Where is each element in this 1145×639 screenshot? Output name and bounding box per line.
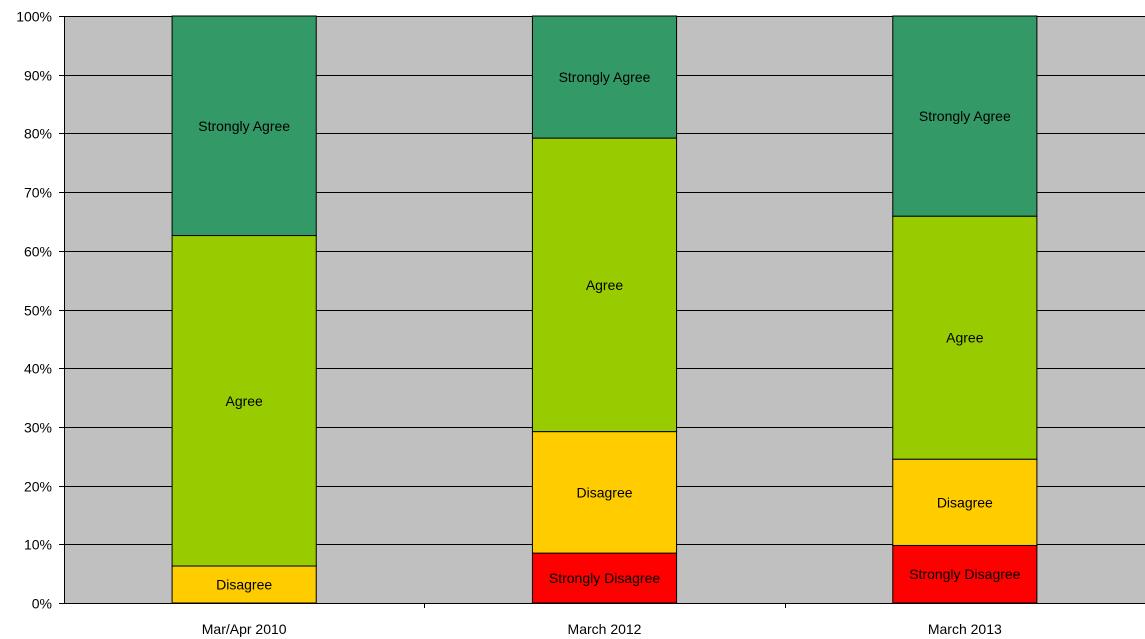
y-tick-label: 30%: [24, 420, 52, 436]
segment-label: Disagree: [216, 577, 272, 593]
bar-segment: [892, 458, 1038, 546]
x-tick-label: Mar/Apr 2010: [202, 621, 287, 637]
x-tick-label: March 2012: [568, 621, 642, 637]
segment-label: Disagree: [576, 484, 632, 500]
bar-segment: [892, 215, 1038, 460]
bar-segment: [531, 552, 678, 604]
bar-segment: [531, 15, 678, 139]
bars: Disagree Agree Strongly Agree Strongly Disa…: [171, 15, 1038, 604]
y-tick-label: 80%: [24, 126, 52, 142]
bar-segment: [531, 431, 678, 554]
segment-label: Strongly Agree: [198, 118, 290, 134]
segment-label: Agree: [225, 393, 263, 409]
segment-label: Strongly Disagree: [909, 566, 1020, 582]
x-axis: Mar/Apr 2010 March 2012 March 2013: [64, 603, 1145, 637]
segment-label: Strongly Agree: [919, 108, 1011, 124]
y-tick-label: 0%: [32, 596, 52, 612]
bar-segment: [171, 15, 317, 237]
bar-segment: [892, 544, 1038, 604]
segment-label: Agree: [946, 330, 984, 346]
y-axis: 0% 10% 20% 30% 40% 50% 60% 70% 80% 90% 100%: [16, 9, 65, 612]
segment-label: Agree: [586, 277, 624, 293]
segment-label: Strongly Agree: [559, 69, 651, 85]
y-tick-label: 50%: [24, 303, 52, 319]
y-tick-label: 90%: [24, 68, 52, 84]
y-tick-label: 70%: [24, 185, 52, 201]
bar-segment: [171, 235, 317, 567]
y-tick-label: 10%: [24, 537, 52, 553]
y-tick-label: 40%: [24, 361, 52, 377]
bar-segment: [892, 15, 1038, 217]
y-tick-label: 60%: [24, 244, 52, 260]
y-tick-label: 20%: [24, 479, 52, 495]
y-tick-label: 100%: [16, 9, 52, 25]
segment-label: Strongly Disagree: [549, 570, 660, 586]
segment-label: Disagree: [937, 494, 993, 510]
x-tick-label: March 2013: [928, 621, 1002, 637]
